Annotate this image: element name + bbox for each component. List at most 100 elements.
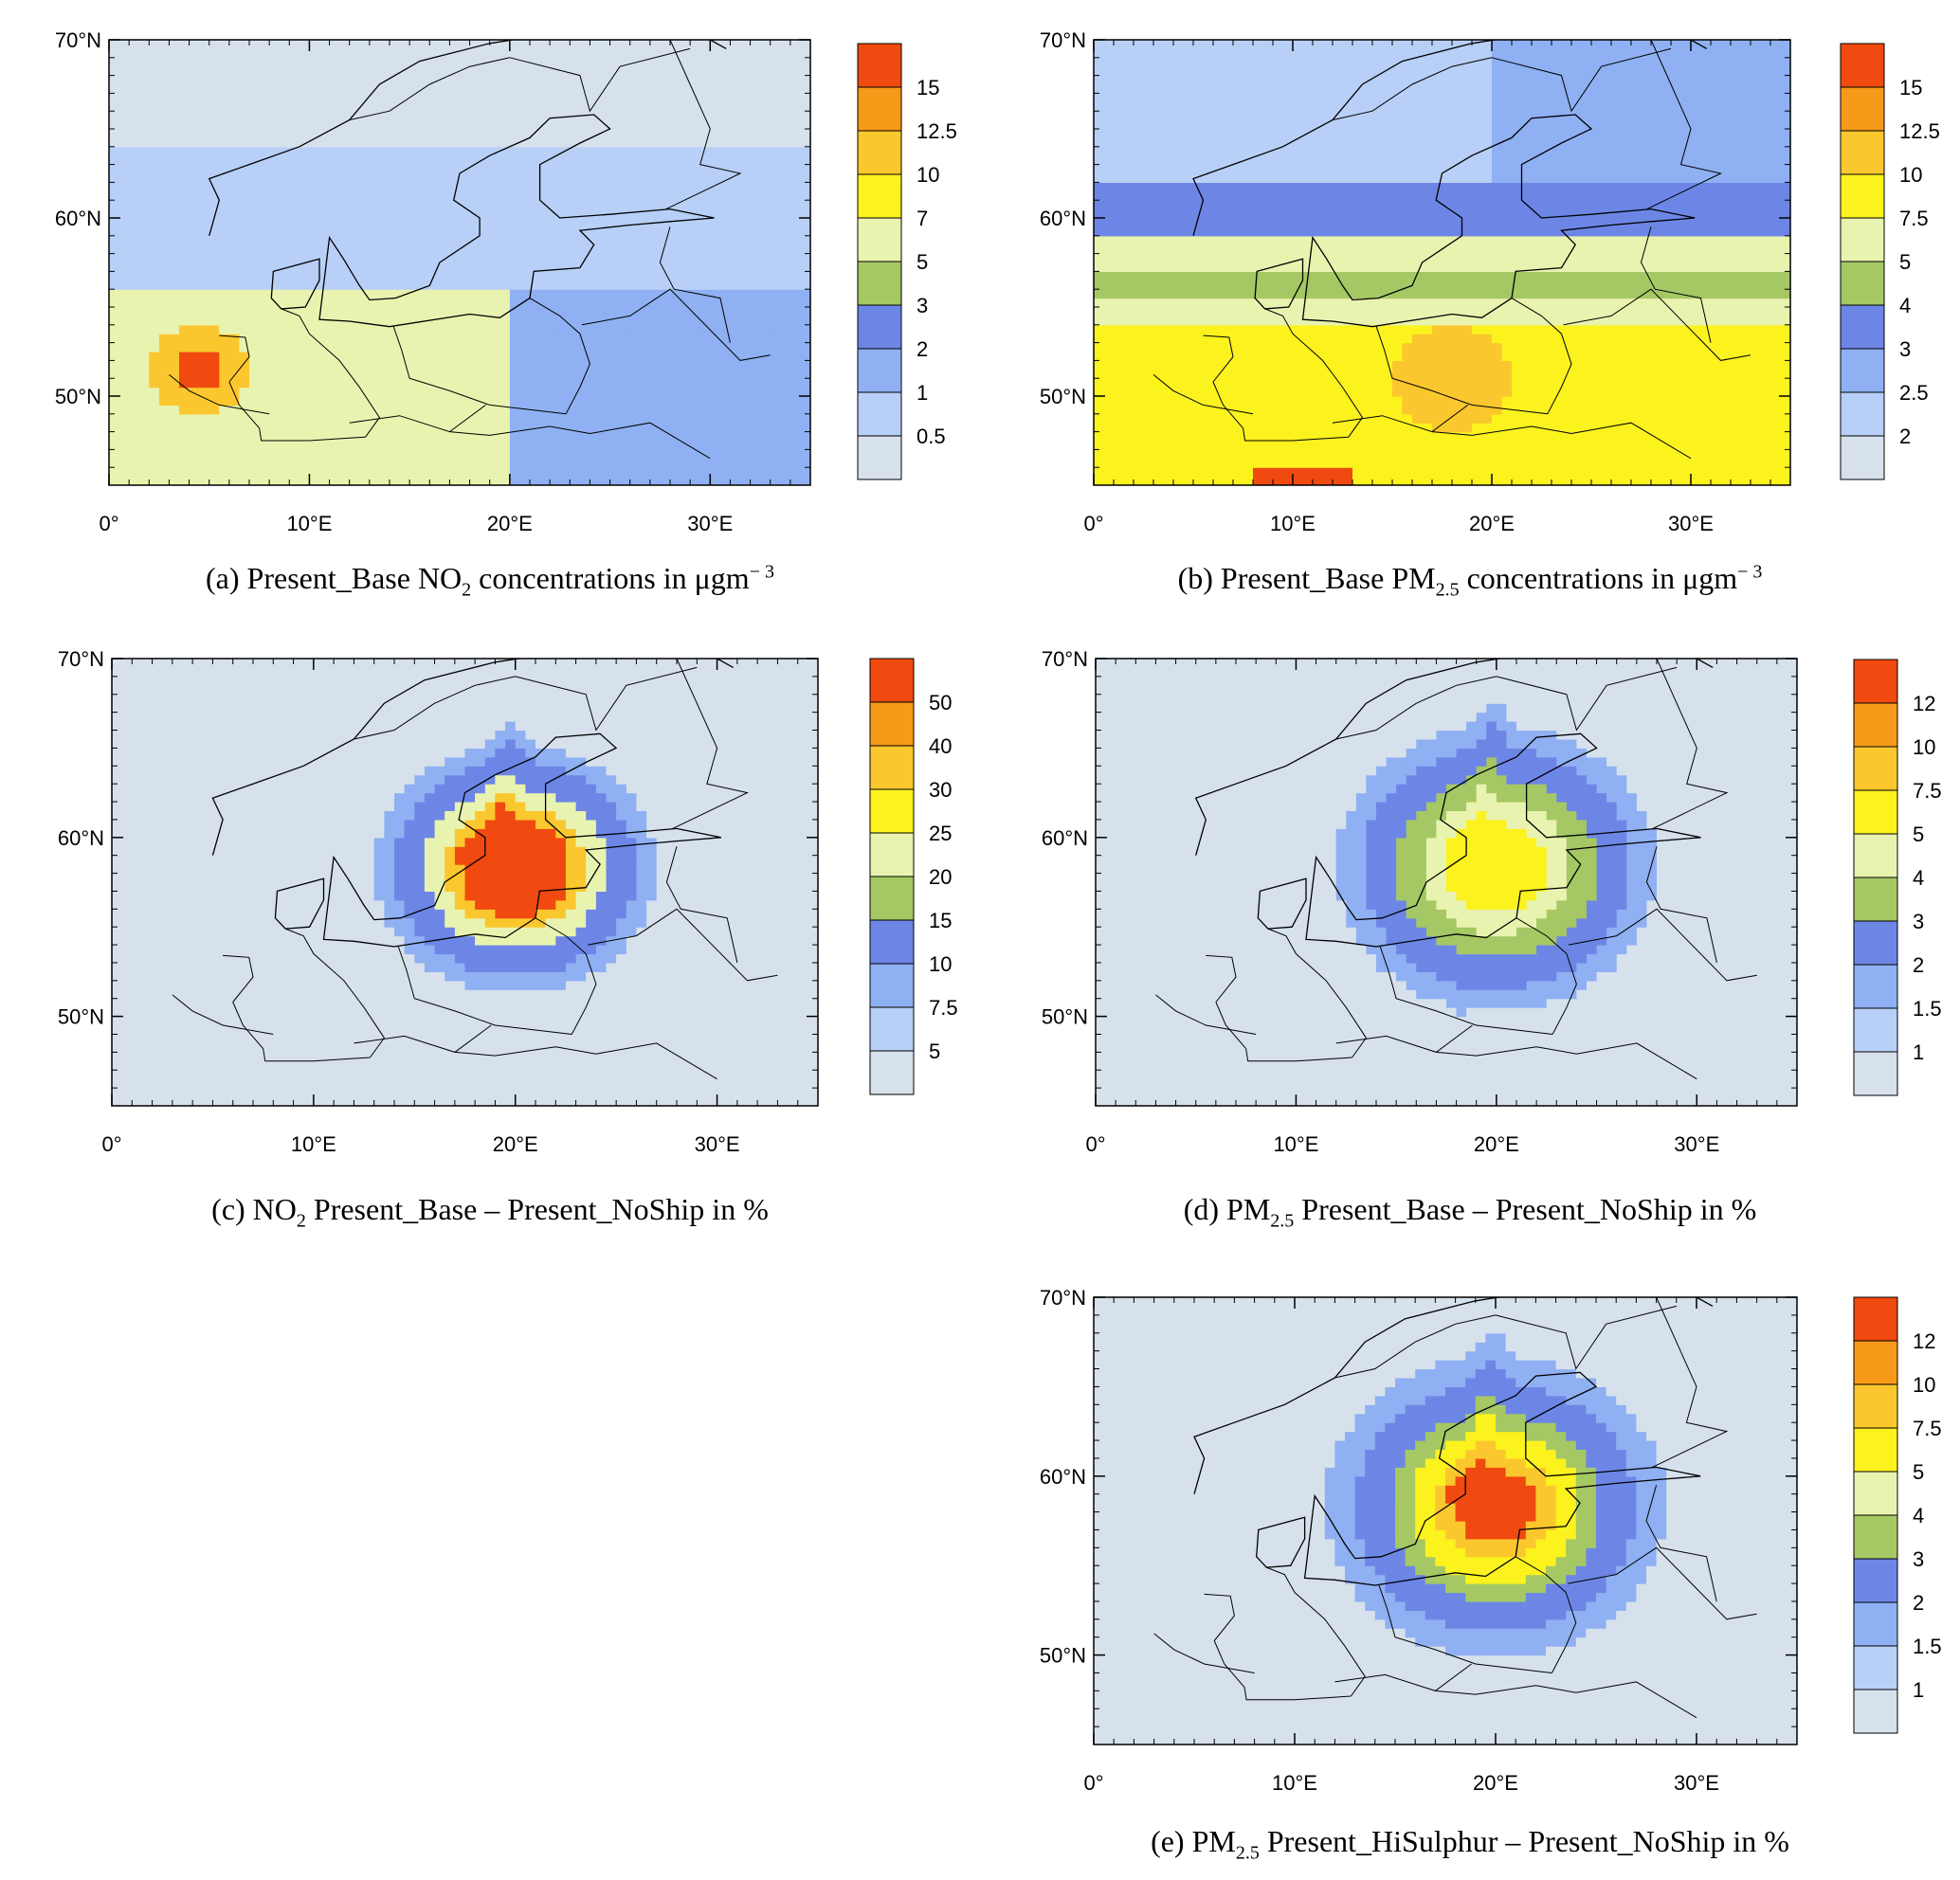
country-border [1215, 1002, 1352, 1062]
lon-tick-label: 30°E [695, 1132, 740, 1156]
colorbar-swatch [1853, 1427, 1898, 1473]
lat-tick-label: 60°N [1040, 1465, 1086, 1489]
coastlines [1153, 1297, 1757, 1719]
country-border [659, 226, 731, 343]
lon-tick-label: 0° [101, 1132, 121, 1156]
lat-tick-label: 60°N [55, 207, 101, 230]
colorbar-label: 20 [929, 865, 952, 889]
colorbar-swatch [1840, 261, 1885, 306]
country-border [1379, 946, 1553, 1035]
colorbar-label: 3 [916, 294, 928, 317]
lon-tick-label: 20°E [493, 1132, 538, 1156]
lat-tick-label: 50°N [1040, 385, 1086, 408]
colorbar-label: 15 [916, 76, 939, 99]
map-frame [1093, 39, 1791, 486]
colorbar-label: 1.5 [1913, 1635, 1942, 1658]
baltic-coastline [1301, 114, 1696, 328]
country-border [1335, 676, 1497, 740]
map-panel-b: 70°N 60°N 50°N 0° 10°E 20°E 30°E 15 12.5 10 7.5 5 4 3… [980, 0, 1960, 625]
lat-tick-label: 50°N [58, 1005, 104, 1029]
lat-tick-label: 70°N [1040, 28, 1086, 52]
colorbar-swatch [1840, 391, 1885, 437]
colorbar-swatch [869, 658, 915, 703]
colorbar: 15 12.5 10 7.5 5 4 3 2.5 2 [1840, 43, 1940, 480]
lon-tick-label: 20°E [1469, 512, 1515, 535]
colorbar-label: 30 [929, 778, 952, 802]
colorbar-swatch [869, 919, 915, 965]
country-border [1335, 1024, 1473, 1053]
colorbar-swatch [1853, 964, 1898, 1009]
colorbar-swatch [857, 217, 902, 262]
map-frame [108, 39, 811, 486]
concentration-field [1096, 659, 1797, 1106]
map-svg-e: 70°N 60°N 50°N 0° 10°E 20°E 30°E 12 10 7.5 5 4 3 2 1.5… [1040, 1286, 1942, 1795]
country-border [1652, 1297, 1729, 1468]
country-border [1646, 40, 1723, 210]
colorbar-swatch [869, 963, 915, 1008]
concentration-field [1094, 40, 1790, 485]
colorbar-swatch [1853, 1689, 1898, 1734]
lat-tick-label: 60°N [58, 826, 104, 850]
colorbar-swatch [1840, 173, 1885, 219]
country-border [1332, 404, 1469, 433]
norway-coastline [208, 40, 727, 236]
colorbar-label: 25 [929, 822, 952, 845]
colorbar-label: 2.5 [1899, 381, 1929, 405]
country-border [397, 946, 572, 1035]
lon-tick-label: 30°E [687, 512, 733, 535]
colorbar-label: 2 [916, 337, 928, 361]
colorbar-swatch [1840, 217, 1885, 262]
country-border [1431, 422, 1692, 460]
colorbar-swatch [869, 1050, 915, 1095]
baltic-coastline [318, 114, 715, 328]
colorbar-swatch [857, 348, 902, 393]
colorbar-label: 7.5 [929, 996, 958, 1020]
country-border [1515, 917, 1577, 1035]
country-border [1568, 1546, 1757, 1620]
map-svg-b: 70°N 60°N 50°N 0° 10°E 20°E 30°E 15 12.5 10 7.5 5 4 3… [1040, 28, 1940, 535]
country-border [1436, 1042, 1697, 1080]
coastlines [1155, 659, 1757, 1080]
map-panel-d: 70°N 60°N 50°N 0° 10°E 20°E 30°E 12 10 7.5 5 4 3 2 1.5… [980, 625, 1960, 1256]
colorbar-label: 5 [1899, 250, 1911, 274]
country-border [1563, 288, 1751, 361]
country-border [535, 917, 597, 1035]
country-border [1568, 908, 1757, 982]
colorbar: 12 10 7.5 5 4 3 2 1.5 1 [1853, 1296, 1942, 1734]
colorbar-swatch [1840, 435, 1885, 480]
colorbar-swatch [857, 130, 902, 175]
colorbar-label: 12 [1913, 1329, 1935, 1353]
colorbar-label: 12.5 [1899, 119, 1940, 143]
map-svg-c: 70°N 60°N 50°N 0° 10°E 20°E 30°E 50 40 30 25 20 15 10… [58, 647, 958, 1156]
colorbar-swatch [869, 876, 915, 921]
lon-tick-label: 0° [99, 512, 118, 535]
country-border [665, 40, 742, 210]
colorbar-swatch [1853, 1051, 1898, 1096]
lon-tick-label: 30°E [1668, 512, 1714, 535]
lon-tick-label: 10°E [291, 1132, 336, 1156]
map-svg-d: 70°N 60°N 50°N 0° 10°E 20°E 30°E 12 10 7.5 5 4 3 2 1.5… [1042, 647, 1942, 1156]
caption-c: (c) NO2 Present_Base – Present_NoShip in… [211, 1192, 769, 1232]
country-border [1213, 1640, 1352, 1701]
lat-tick-label: 70°N [58, 647, 104, 671]
norway-coastline [1193, 1297, 1714, 1494]
colorbar-swatch [1853, 1514, 1898, 1560]
map-frame [1093, 1296, 1798, 1745]
colorbar-label: 50 [929, 691, 952, 714]
lon-tick-label: 0° [1085, 1132, 1105, 1156]
colorbar-swatch [857, 435, 902, 480]
country-border [454, 1042, 717, 1080]
colorbar-swatch [1853, 1296, 1898, 1342]
country-border [1491, 47, 1672, 113]
lat-tick-label: 60°N [1042, 826, 1088, 850]
country-border [223, 954, 254, 1003]
country-border [529, 298, 590, 415]
country-border [1515, 1556, 1577, 1673]
denmark-coastline [274, 877, 325, 930]
colorbar-swatch [1840, 86, 1885, 132]
colorbar-label: 10 [929, 952, 952, 976]
colorbar-swatch [1853, 920, 1898, 966]
country-border [672, 659, 750, 829]
colorbar-label: 7.5 [1913, 779, 1942, 803]
lon-tick-label: 20°E [1474, 1132, 1519, 1156]
